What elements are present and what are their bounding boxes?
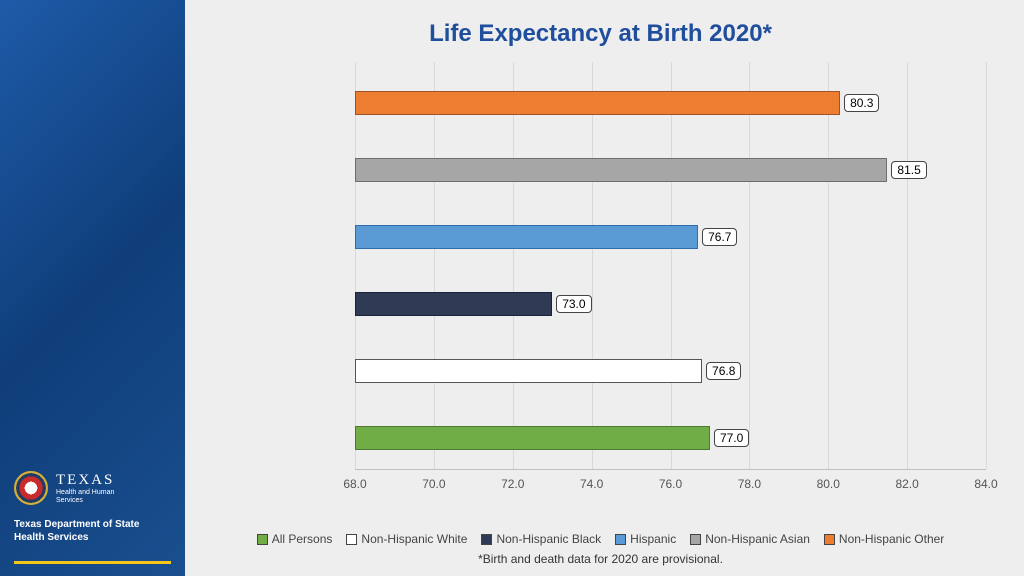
x-tick-label: 82.0 (895, 477, 918, 491)
legend-label: Hispanic (630, 532, 676, 546)
legend-label: Non-Hispanic Black (496, 532, 601, 546)
bar (355, 225, 698, 249)
legend-label: All Persons (272, 532, 333, 546)
gridline (986, 62, 987, 469)
x-tick-label: 70.0 (422, 477, 445, 491)
bar-row: 77.0 (355, 426, 710, 450)
legend-swatch (824, 534, 835, 545)
value-label: 76.7 (702, 228, 737, 246)
bar (355, 292, 552, 316)
gridline (592, 62, 593, 469)
bar (355, 359, 702, 383)
gridline (434, 62, 435, 469)
logo-block: TEXAS Health and Human Services (14, 471, 171, 505)
legend-label: Non-Hispanic White (361, 532, 467, 546)
legend-item: Non-Hispanic Asian (690, 532, 810, 546)
x-tick-label: 84.0 (974, 477, 997, 491)
legend-label: Non-Hispanic Asian (705, 532, 810, 546)
bar (355, 91, 840, 115)
x-tick-label: 78.0 (738, 477, 761, 491)
main: Life Expectancy at Birth 2020* 68.070.07… (185, 0, 1024, 576)
bar (355, 158, 887, 182)
gridline (513, 62, 514, 469)
logo-text: TEXAS Health and Human Services (56, 472, 114, 504)
chart-area: 68.070.072.074.076.078.080.082.084.0Non-… (205, 62, 996, 530)
value-label: 81.5 (891, 161, 926, 179)
bar-row: 80.3 (355, 91, 840, 115)
legend-item: Non-Hispanic Other (824, 532, 944, 546)
gridline (355, 62, 356, 469)
bar (355, 426, 710, 450)
value-label: 77.0 (714, 429, 749, 447)
legend-swatch (481, 534, 492, 545)
value-label: 73.0 (556, 295, 591, 313)
gridline (749, 62, 750, 469)
value-label: 76.8 (706, 362, 741, 380)
x-tick-label: 76.0 (659, 477, 682, 491)
legend-item: Non-Hispanic Black (481, 532, 601, 546)
department-name: Texas Department of State Health Service… (14, 519, 171, 544)
legend-item: Hispanic (615, 532, 676, 546)
sidebar: TEXAS Health and Human Services Texas De… (0, 0, 185, 576)
org-sub1: Health and Human (56, 489, 114, 497)
legend-swatch (690, 534, 701, 545)
legend-swatch (615, 534, 626, 545)
state-seal-icon (14, 471, 48, 505)
plot-area: 68.070.072.074.076.078.080.082.084.0Non-… (355, 62, 986, 470)
gridline (671, 62, 672, 469)
org-name: TEXAS (56, 472, 114, 489)
org-sub2: Services (56, 497, 114, 505)
chart-title: Life Expectancy at Birth 2020* (205, 20, 996, 48)
bar-row: 76.7 (355, 225, 698, 249)
gridline (907, 62, 908, 469)
legend: All Persons Non-Hispanic White Non-Hispani… (205, 532, 996, 546)
x-tick-label: 80.0 (817, 477, 840, 491)
footnote: *Birth and death data for 2020 are provi… (205, 552, 996, 566)
gridline (828, 62, 829, 469)
bar-row: 73.0 (355, 292, 552, 316)
bar-row: 81.5 (355, 158, 887, 182)
x-tick-label: 72.0 (501, 477, 524, 491)
legend-swatch (346, 534, 357, 545)
x-tick-label: 68.0 (343, 477, 366, 491)
legend-item: Non-Hispanic White (346, 532, 467, 546)
legend-label: Non-Hispanic Other (839, 532, 944, 546)
legend-item: All Persons (257, 532, 333, 546)
legend-swatch (257, 534, 268, 545)
x-tick-label: 74.0 (580, 477, 603, 491)
bar-row: 76.8 (355, 359, 702, 383)
value-label: 80.3 (844, 94, 879, 112)
